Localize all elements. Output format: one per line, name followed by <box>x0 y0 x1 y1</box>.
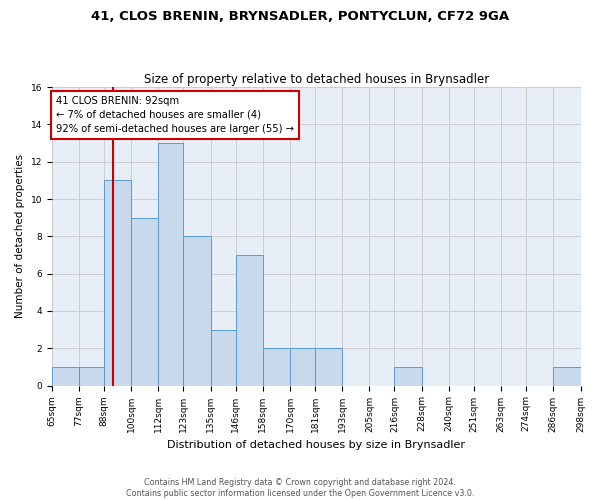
Bar <box>315 348 342 386</box>
Bar <box>131 218 158 386</box>
Bar <box>52 367 79 386</box>
Bar <box>236 255 263 386</box>
Title: Size of property relative to detached houses in Brynsadler: Size of property relative to detached ho… <box>143 73 489 86</box>
Bar <box>553 367 581 386</box>
Text: 41 CLOS BRENIN: 92sqm
← 7% of detached houses are smaller (4)
92% of semi-detach: 41 CLOS BRENIN: 92sqm ← 7% of detached h… <box>56 96 295 134</box>
Bar <box>290 348 315 386</box>
Bar <box>104 180 131 386</box>
Y-axis label: Number of detached properties: Number of detached properties <box>15 154 25 318</box>
Bar <box>211 330 236 386</box>
Text: 41, CLOS BRENIN, BRYNSADLER, PONTYCLUN, CF72 9GA: 41, CLOS BRENIN, BRYNSADLER, PONTYCLUN, … <box>91 10 509 23</box>
Bar <box>158 143 184 386</box>
Bar <box>263 348 290 386</box>
X-axis label: Distribution of detached houses by size in Brynsadler: Distribution of detached houses by size … <box>167 440 465 450</box>
Bar <box>184 236 211 386</box>
Text: Contains HM Land Registry data © Crown copyright and database right 2024.
Contai: Contains HM Land Registry data © Crown c… <box>126 478 474 498</box>
Bar <box>79 367 104 386</box>
Bar <box>394 367 422 386</box>
